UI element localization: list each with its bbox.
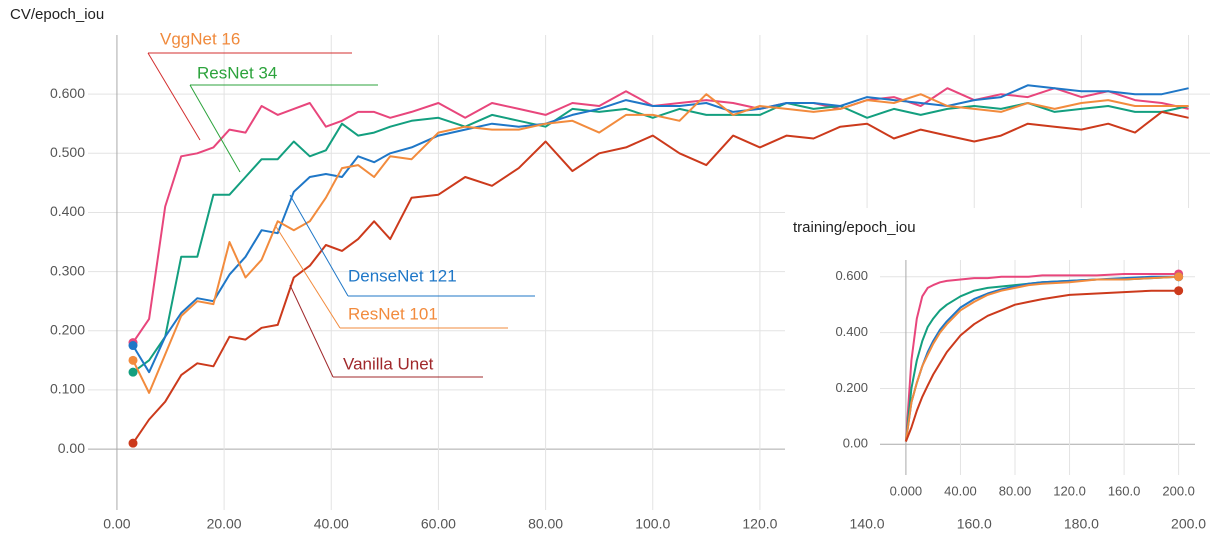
x-tick-label: 20.00	[207, 516, 242, 532]
x-tick-label: 200.0	[1162, 483, 1195, 498]
endpoint-dot	[128, 341, 138, 351]
x-tick-label: 160.0	[957, 516, 992, 532]
x-tick-label: 100.0	[635, 516, 670, 532]
x-tick-label: 160.0	[1108, 483, 1141, 498]
y-tick-label: 0.100	[50, 381, 85, 397]
y-tick-label: 0.600	[835, 268, 868, 283]
x-tick-label: 60.00	[421, 516, 456, 532]
y-tick-label: 0.200	[50, 321, 85, 337]
chart-title: training/epoch_iou	[793, 219, 916, 236]
endpoint-dot	[1174, 272, 1184, 282]
series-line	[904, 289, 1179, 442]
annotation-label: VggNet 16	[160, 29, 240, 48]
annotation-label: ResNet 34	[197, 63, 277, 82]
x-tick-label: 40.00	[944, 483, 977, 498]
annotation-pointer	[189, 84, 241, 173]
y-tick-label: 0.300	[50, 262, 85, 278]
series-line	[904, 275, 1179, 442]
x-tick-label: 140.0	[850, 516, 885, 532]
annotation-pointer	[289, 194, 349, 297]
y-tick-label: 0.600	[50, 85, 85, 101]
series-line	[132, 102, 1189, 374]
endpoint-dot	[1174, 286, 1184, 296]
y-tick-label: 0.200	[835, 380, 868, 395]
x-tick-label: 200.0	[1171, 516, 1206, 532]
y-tick-label: 0.500	[50, 144, 85, 160]
x-tick-label: 0.00	[103, 516, 130, 532]
x-tick-label: 0.000	[890, 483, 923, 498]
x-tick-label: 80.00	[999, 483, 1032, 498]
series-line	[132, 93, 1189, 394]
chart-title: CV/epoch_iou	[10, 6, 104, 23]
series-line	[132, 84, 1189, 374]
panel-background	[785, 208, 1216, 514]
series-line	[132, 110, 1189, 444]
endpoint-dot	[128, 355, 138, 365]
series-line	[904, 273, 1179, 442]
annotation-label: DenseNet 121	[348, 266, 457, 285]
x-tick-label: 120.0	[1053, 483, 1086, 498]
chart-panel: training/epoch_iou 0.00 0.200 0.400 0.600 0.0…	[785, 208, 1216, 514]
x-tick-label: 80.00	[528, 516, 563, 532]
annotation-pointer	[274, 224, 341, 329]
annotation-pointer	[147, 52, 201, 141]
y-tick-label: 0.400	[50, 203, 85, 219]
x-tick-label: 180.0	[1064, 516, 1099, 532]
x-tick-label: 120.0	[742, 516, 777, 532]
endpoint-dot	[128, 367, 138, 377]
annotation-pointer	[289, 284, 334, 378]
x-tick-label: 40.00	[314, 516, 349, 532]
annotation-label: ResNet 101	[348, 304, 438, 323]
y-tick-label: 0.00	[843, 436, 868, 451]
annotation-label: Vanilla Unet	[343, 354, 434, 373]
y-tick-label: 0.00	[58, 440, 85, 456]
y-tick-label: 0.400	[835, 324, 868, 339]
endpoint-dot	[128, 438, 138, 448]
